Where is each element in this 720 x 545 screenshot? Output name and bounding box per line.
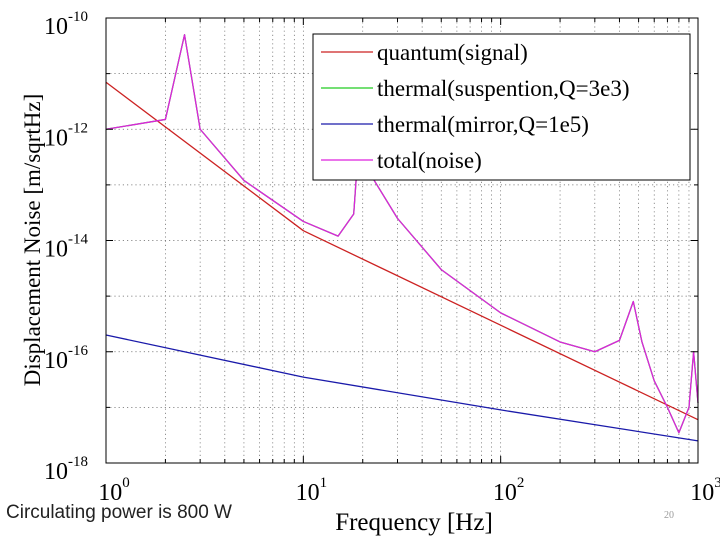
y-tick-label: 10-14	[44, 232, 88, 263]
slide-caption: Circulating power is 800 W	[6, 502, 232, 523]
y-tick-label: 10-18	[44, 454, 88, 485]
y-axis-label: Displacement Noise [m/sqrtHz]	[20, 94, 45, 387]
y-tick-label: 10-16	[44, 343, 88, 374]
legend: quantum(signal) thermal(suspention,Q=3e3)…	[312, 33, 691, 181]
legend-entry-label: quantum(signal)	[377, 40, 528, 65]
series-line-1	[105, 81, 699, 421]
page-number: 20	[664, 510, 674, 521]
axis-ticks	[105, 17, 699, 464]
y-tick-label: 10-10	[44, 9, 88, 40]
series-line-3	[105, 334, 699, 442]
x-tick-label: 102	[493, 475, 524, 506]
x-tick-label: 100	[98, 475, 130, 506]
axis-tick-labels: 100 101 102 103 10-10 10-12 10-14 10-16 10-18	[44, 9, 720, 506]
x-tick-label: 101	[296, 475, 328, 506]
legend-entry-label: thermal(mirror,Q=1e5)	[377, 112, 589, 137]
x-tick-label: 103	[690, 475, 720, 506]
series-line-4	[105, 34, 699, 434]
legend-entry-label: total(noise)	[377, 148, 482, 173]
x-axis-label: Frequency [Hz]	[335, 509, 493, 536]
y-tick-label: 10-12	[44, 120, 88, 151]
series-lines	[105, 34, 699, 442]
legend-box	[312, 33, 691, 181]
legend-entry-label: thermal(suspention,Q=3e3)	[377, 76, 630, 101]
